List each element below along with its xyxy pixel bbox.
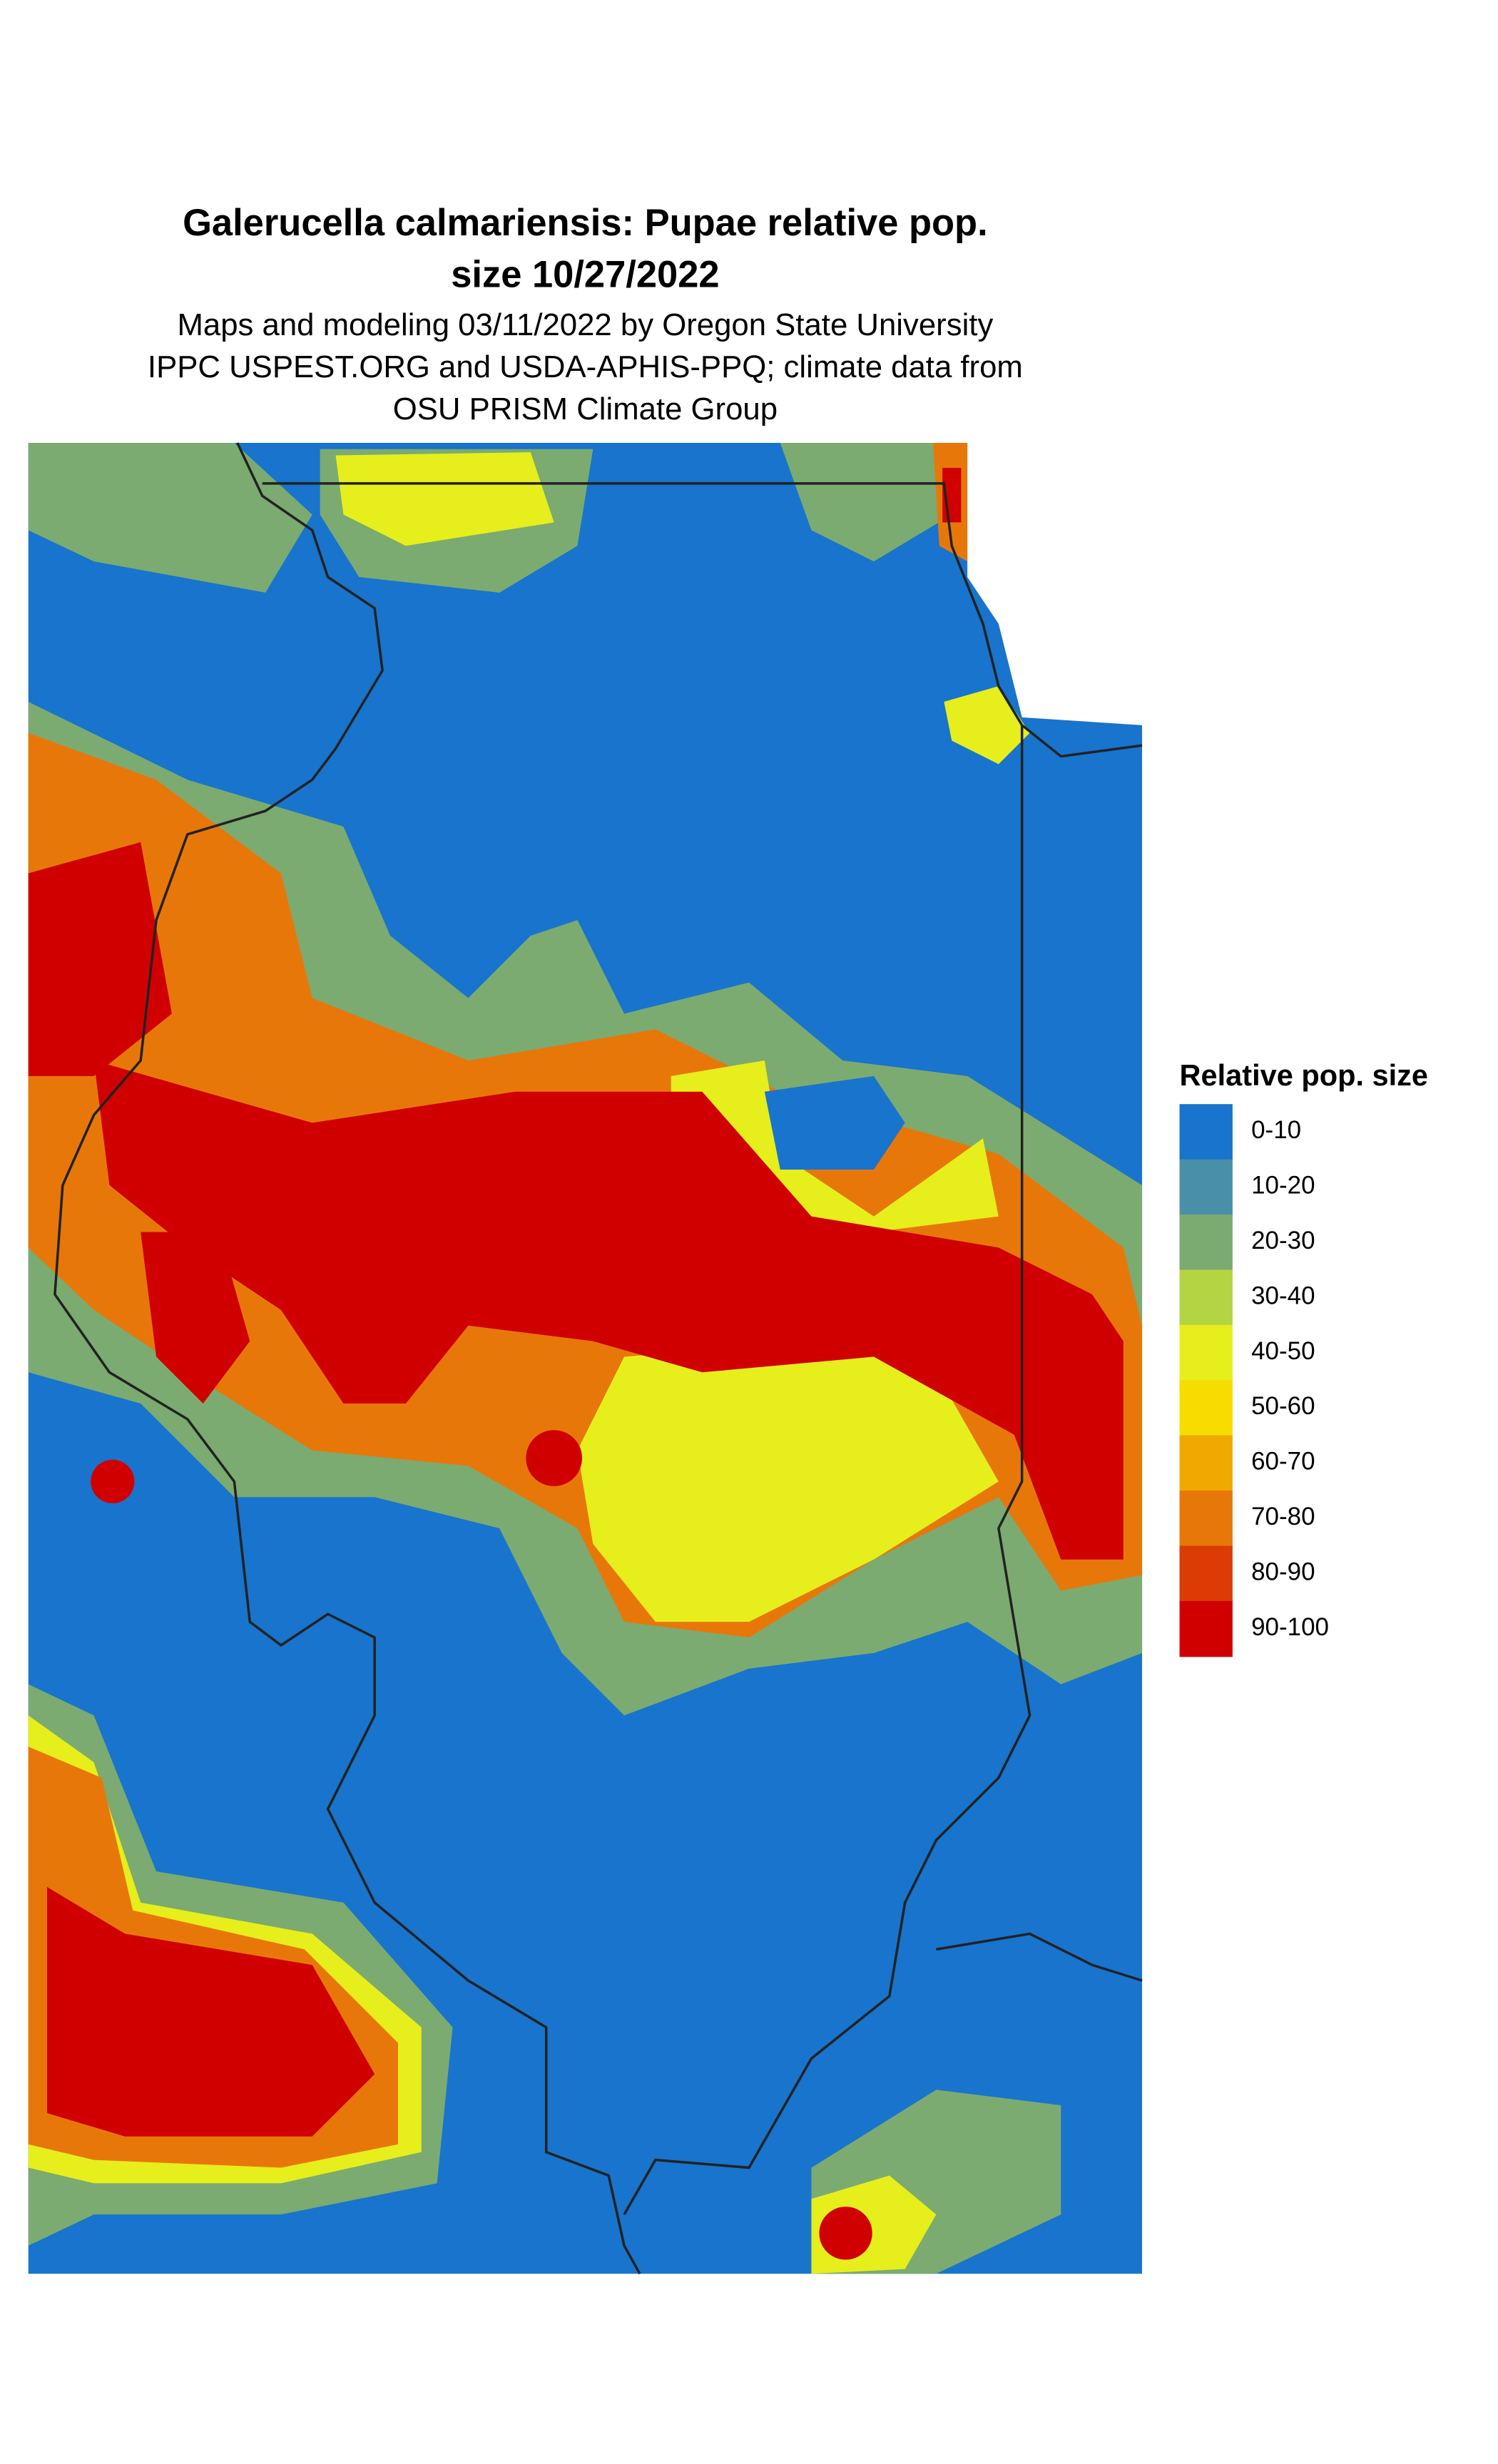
map (28, 442, 1143, 2275)
legend-label: 60-70 (1251, 1448, 1315, 1476)
legend: 0-10 10-20 20-30 30-40 40-50 50-60 60-70 70-80 8… (1179, 1104, 1329, 1657)
legend-label: 40-50 (1251, 1337, 1315, 1365)
legend-swatch (1179, 1491, 1233, 1547)
legend-swatch (1179, 1435, 1233, 1492)
legend-label: 30-40 (1251, 1282, 1315, 1309)
legend-swatch (1179, 1159, 1233, 1216)
legend-swatch (1179, 1215, 1233, 1271)
legend-swatch (1179, 1545, 1233, 1602)
legend-swatch (1179, 1104, 1233, 1160)
legend-swatch (1179, 1380, 1233, 1436)
legend-swatch (1179, 1600, 1233, 1657)
legend-label: 70-80 (1251, 1503, 1315, 1530)
legend-swatch (1179, 1324, 1233, 1381)
title-line: Galerucella calmariensis: Pupae relative… (183, 202, 988, 244)
legend-title: Relative pop. size (1180, 1058, 1429, 1092)
legend-label: 20-30 (1251, 1227, 1315, 1254)
subtitle-line: OSU PRISM Climate Group (393, 392, 778, 426)
subtitle-line: IPPC USPEST.ORG and USDA-APHIS-PPQ; clim… (148, 349, 1023, 384)
legend-swatch (1179, 1269, 1233, 1326)
title-line: size 10/27/2022 (451, 253, 719, 295)
subtitle-line: Maps and modeling 03/11/2022 by Oregon S… (177, 307, 993, 342)
legend-label: 90-100 (1251, 1613, 1329, 1641)
legend-label: 50-60 (1251, 1392, 1315, 1420)
legend-label: 10-20 (1251, 1172, 1315, 1200)
legend-label: 0-10 (1251, 1116, 1301, 1144)
legend-label: 80-90 (1251, 1558, 1315, 1585)
